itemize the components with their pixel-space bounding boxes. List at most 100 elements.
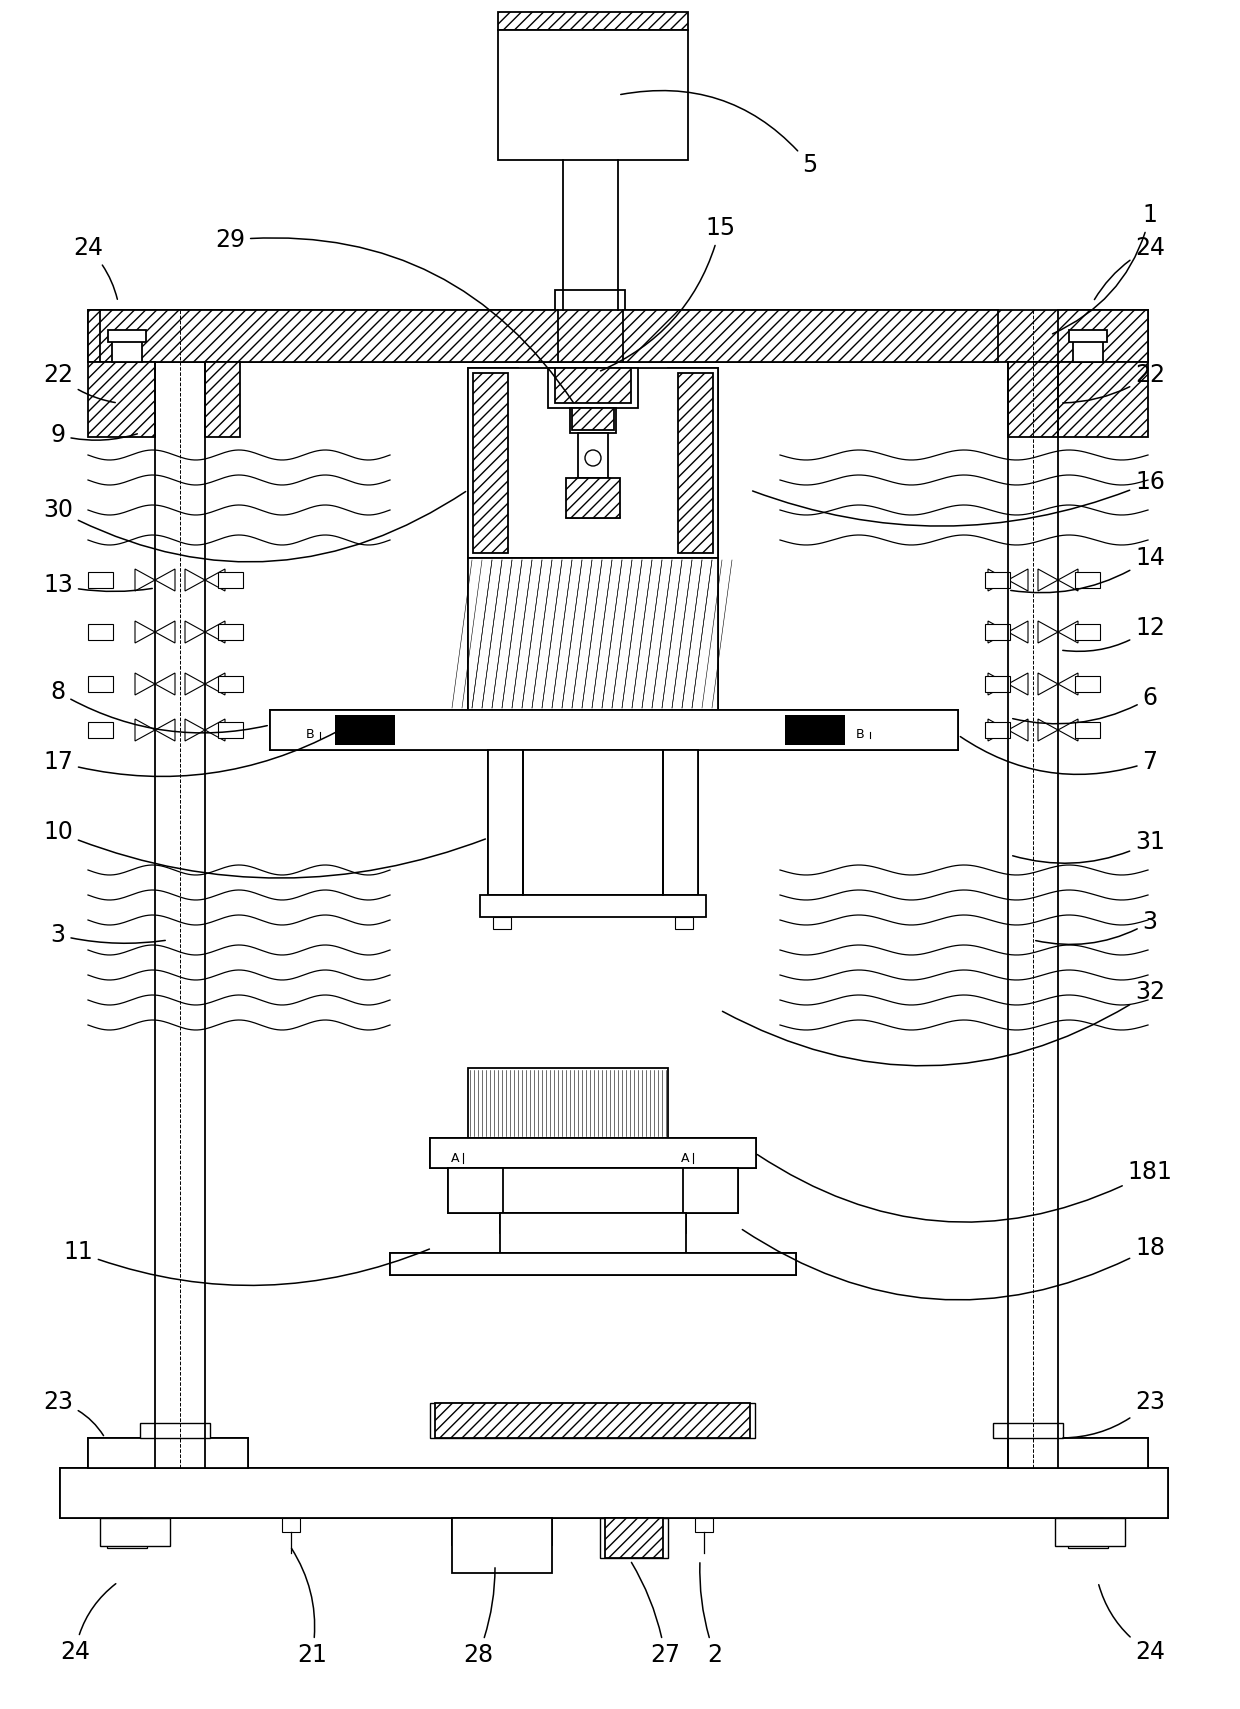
Polygon shape: [205, 673, 224, 696]
Bar: [100, 1518, 170, 1547]
Polygon shape: [155, 719, 175, 742]
Bar: [112, 340, 143, 362]
Text: 24: 24: [1099, 1584, 1166, 1665]
Bar: [489, 750, 698, 896]
Bar: [467, 367, 718, 559]
Bar: [489, 750, 523, 896]
Text: 10: 10: [43, 820, 485, 878]
Bar: [60, 1468, 1168, 1518]
Bar: [1073, 340, 1104, 362]
Text: 28: 28: [463, 1567, 495, 1666]
Text: 181: 181: [758, 1155, 1173, 1222]
Bar: [675, 918, 693, 930]
Polygon shape: [155, 620, 175, 643]
Polygon shape: [988, 620, 1008, 643]
Polygon shape: [135, 620, 155, 643]
Polygon shape: [1038, 569, 1058, 591]
Text: 11: 11: [63, 1241, 429, 1285]
Bar: [1058, 362, 1148, 438]
Text: 29: 29: [215, 227, 573, 403]
Polygon shape: [1038, 673, 1058, 696]
Polygon shape: [155, 673, 175, 696]
Polygon shape: [185, 673, 205, 696]
Bar: [391, 1253, 796, 1275]
Bar: [523, 750, 663, 896]
Bar: [1068, 1536, 1109, 1548]
Bar: [567, 314, 613, 345]
Text: 17: 17: [43, 731, 337, 776]
Polygon shape: [1008, 719, 1028, 742]
Bar: [472, 373, 508, 554]
Text: 8: 8: [51, 680, 268, 733]
Text: 30: 30: [43, 492, 466, 562]
Bar: [565, 479, 620, 518]
Bar: [218, 721, 243, 738]
Bar: [1075, 573, 1100, 588]
Polygon shape: [135, 569, 155, 591]
Bar: [335, 714, 396, 745]
Text: 15: 15: [600, 215, 735, 371]
Text: 24: 24: [73, 236, 118, 299]
Bar: [448, 1167, 503, 1213]
Polygon shape: [135, 673, 155, 696]
Bar: [108, 330, 146, 342]
Bar: [600, 1518, 668, 1559]
Bar: [88, 1437, 248, 1468]
Bar: [467, 559, 718, 709]
Polygon shape: [185, 620, 205, 643]
Bar: [1008, 1437, 1060, 1468]
Bar: [1069, 330, 1107, 342]
Bar: [218, 573, 243, 588]
Bar: [60, 1468, 1168, 1518]
Bar: [270, 709, 959, 750]
Text: 32: 32: [723, 979, 1166, 1066]
Bar: [218, 677, 243, 692]
Bar: [985, 573, 1011, 588]
Bar: [494, 918, 511, 930]
Bar: [100, 309, 998, 362]
Text: 3: 3: [1035, 909, 1157, 945]
Polygon shape: [205, 620, 224, 643]
Bar: [993, 1424, 1063, 1437]
Text: A: A: [681, 1152, 689, 1164]
Bar: [435, 1403, 750, 1437]
Bar: [605, 1518, 663, 1559]
Text: 2: 2: [699, 1562, 723, 1666]
Bar: [112, 1518, 143, 1536]
Bar: [88, 677, 113, 692]
Text: 13: 13: [43, 573, 153, 596]
Bar: [668, 367, 718, 559]
Bar: [88, 573, 113, 588]
Polygon shape: [185, 569, 205, 591]
Polygon shape: [1058, 719, 1078, 742]
Text: 14: 14: [1011, 545, 1164, 593]
Text: 24: 24: [1095, 236, 1166, 299]
Bar: [467, 367, 518, 559]
Bar: [467, 559, 718, 709]
Bar: [985, 677, 1011, 692]
Bar: [578, 432, 608, 479]
Bar: [88, 1437, 155, 1468]
Text: B: B: [306, 728, 314, 742]
Polygon shape: [1058, 673, 1078, 696]
Text: 27: 27: [631, 1562, 680, 1666]
Bar: [785, 714, 844, 745]
Bar: [1073, 1518, 1104, 1536]
Bar: [88, 362, 155, 438]
Bar: [270, 709, 959, 750]
Bar: [683, 1167, 738, 1213]
Polygon shape: [205, 719, 224, 742]
Bar: [500, 1213, 686, 1253]
Bar: [205, 1437, 248, 1468]
Bar: [448, 1167, 738, 1213]
Bar: [391, 1253, 796, 1275]
Bar: [140, 1424, 210, 1437]
Text: 24: 24: [60, 1584, 115, 1665]
Bar: [500, 1213, 686, 1232]
Polygon shape: [1058, 620, 1078, 643]
Bar: [281, 1518, 300, 1531]
Polygon shape: [1038, 620, 1058, 643]
Bar: [453, 1518, 552, 1545]
Polygon shape: [1008, 620, 1028, 643]
Bar: [1075, 624, 1100, 639]
